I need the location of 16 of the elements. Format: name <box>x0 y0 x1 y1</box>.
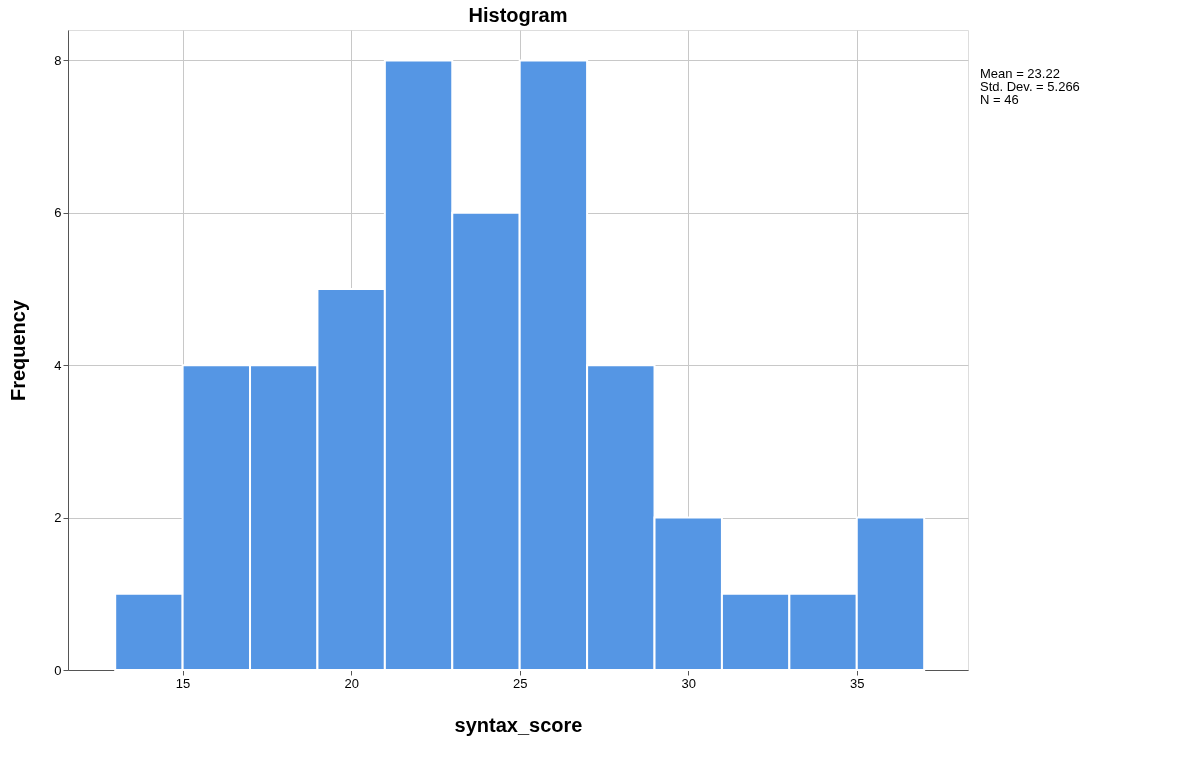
y-tick-label: 0 <box>54 662 62 678</box>
chart-title: Histogram <box>468 4 568 26</box>
y-axis-title: Frequency <box>7 299 30 402</box>
x-tick-label: 15 <box>175 675 191 691</box>
x-tick-label: 25 <box>512 675 528 691</box>
text: Std. Dev. = 5.266 <box>980 79 1080 94</box>
x-tick-label: 35 <box>850 675 865 691</box>
x-axis-title: syntax_score <box>454 713 583 736</box>
text: Mean = 23.22 <box>980 66 1060 81</box>
y-tick-label: 4 <box>54 357 62 373</box>
x-tick-label: 30 <box>681 675 696 691</box>
x-tick-label: 20 <box>344 675 359 691</box>
y-tick-label: 8 <box>54 52 62 68</box>
text: N = 46 <box>980 92 1019 107</box>
y-tick-label: 6 <box>54 205 62 221</box>
y-tick-label: 2 <box>54 510 62 526</box>
